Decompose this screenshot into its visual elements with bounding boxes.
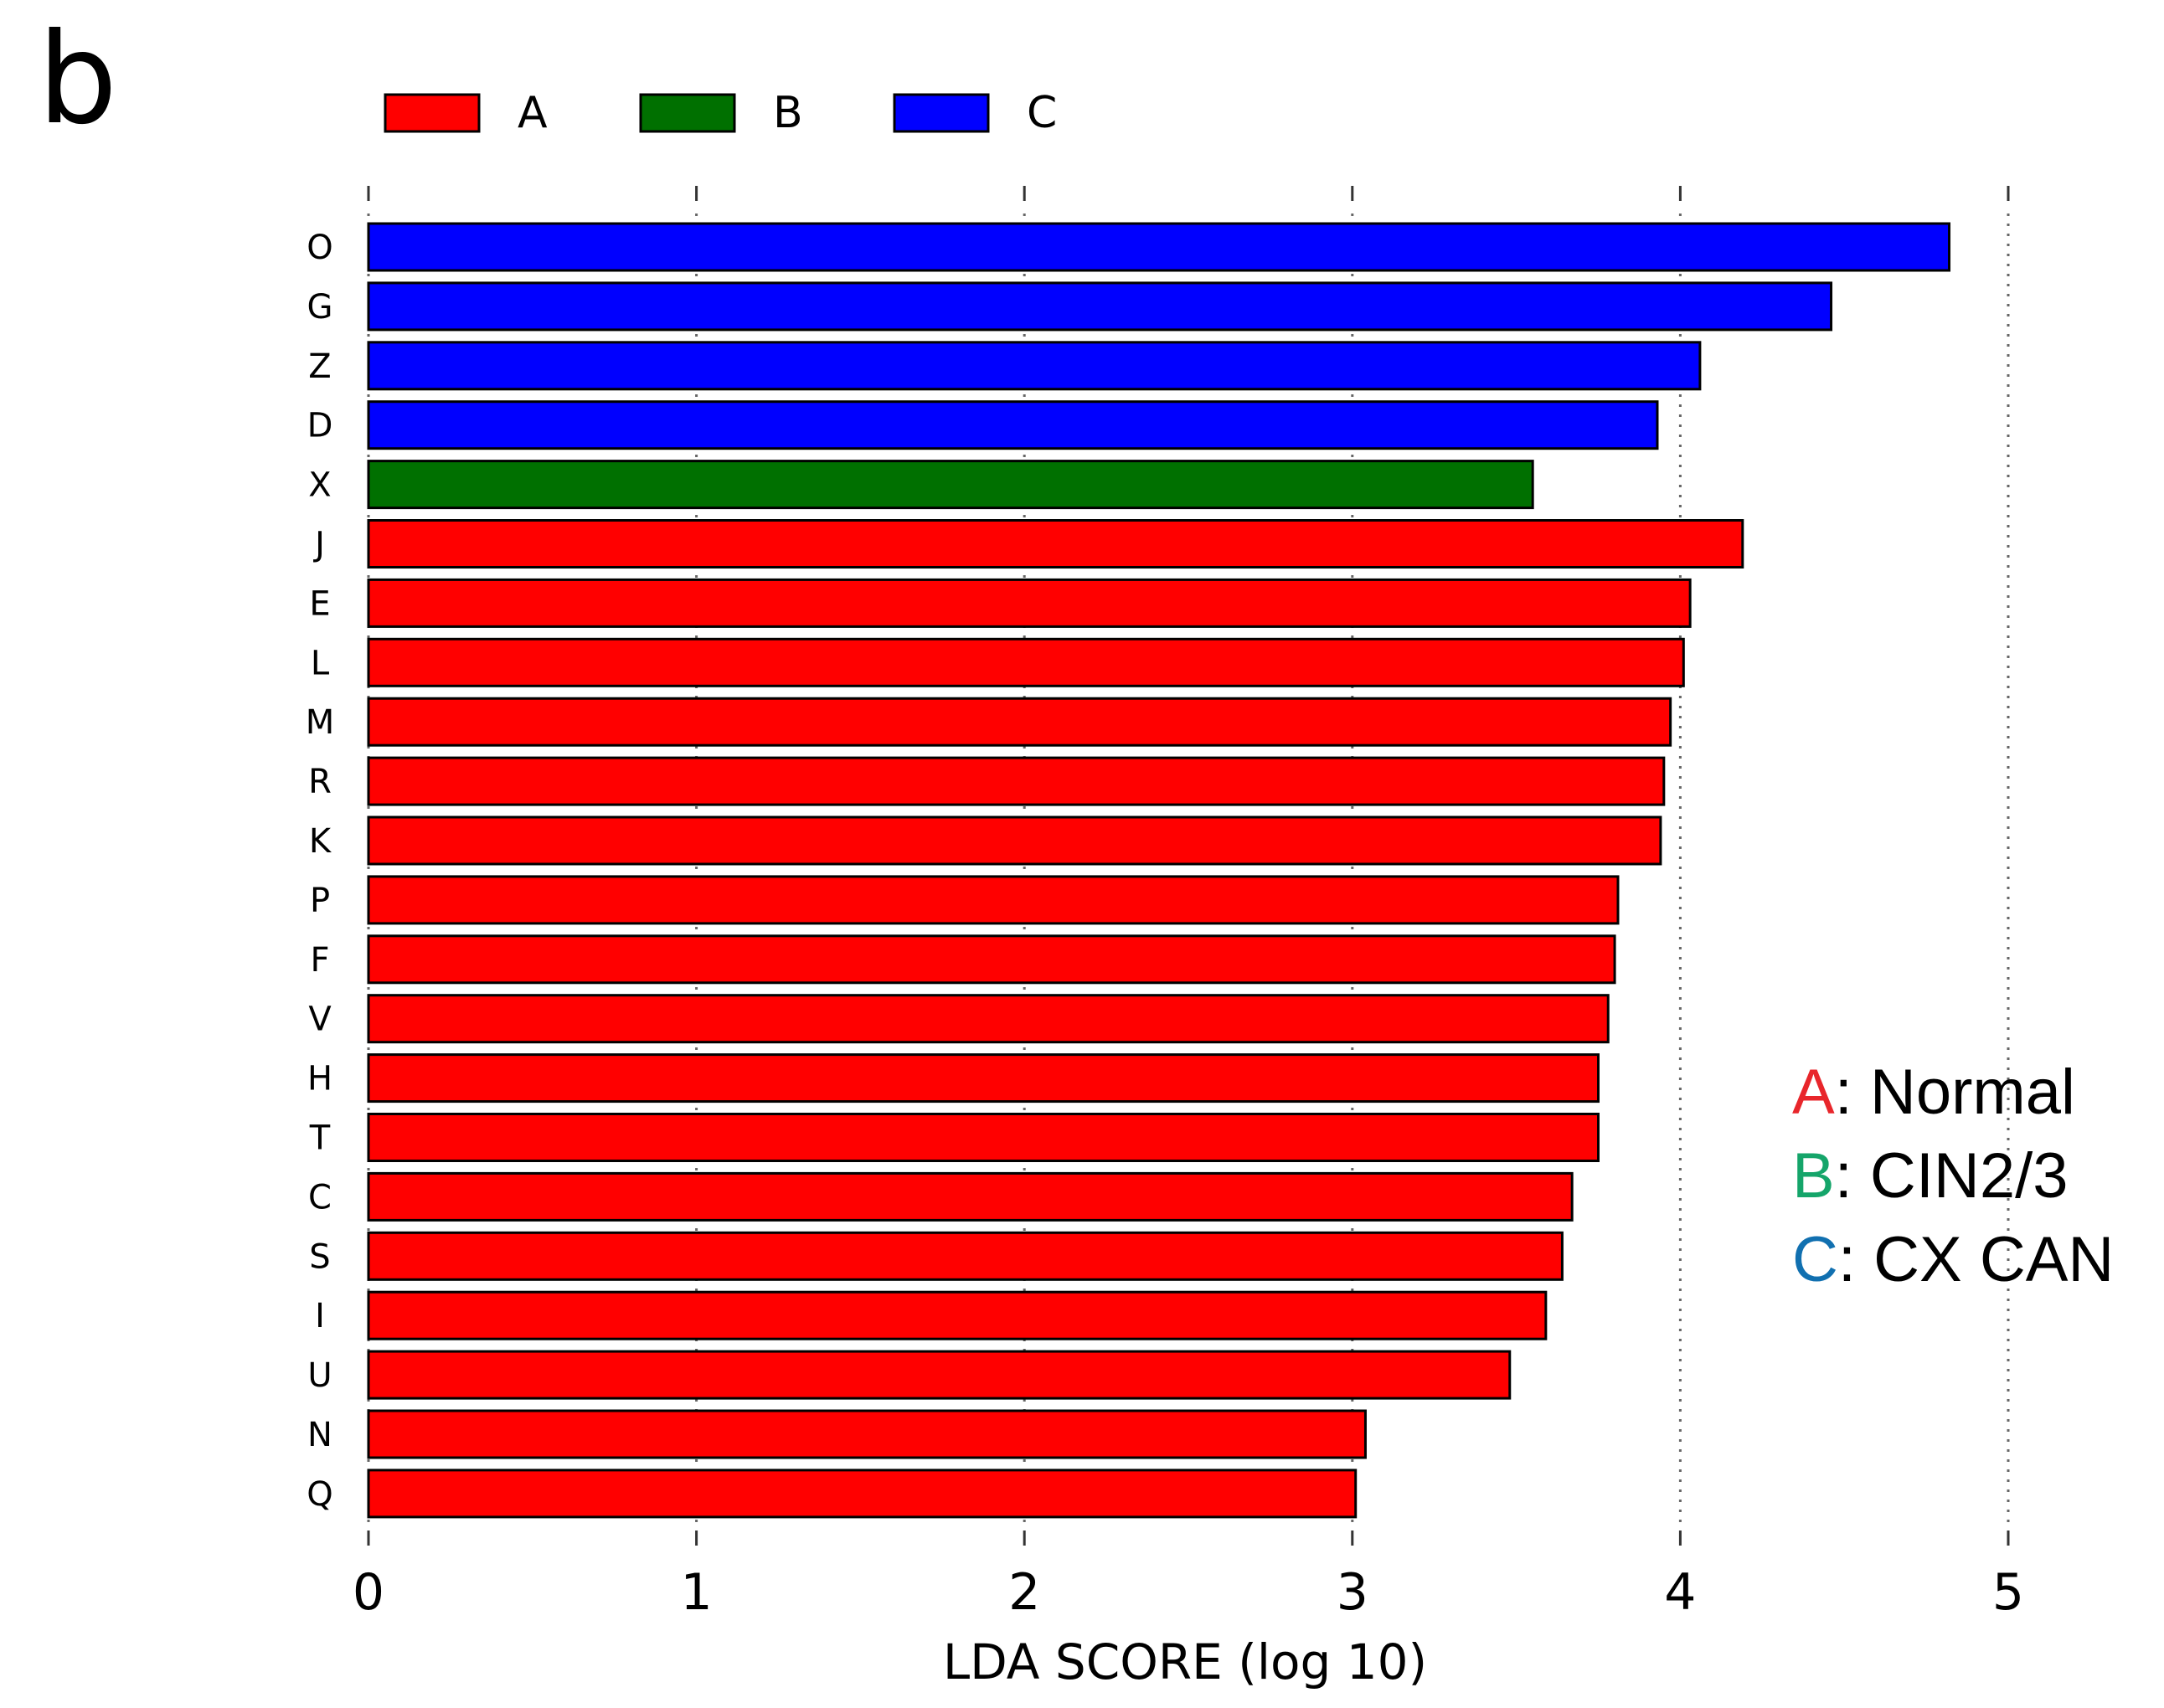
x-tick-label-5: 5: [1992, 1563, 2024, 1622]
annotation-key-b: B: [1792, 1140, 1835, 1212]
bar-Z: [367, 341, 1702, 391]
bar-R: [367, 756, 1666, 806]
bar-I: [367, 1290, 1548, 1340]
category-label-D: D: [307, 407, 333, 445]
bar-L: [367, 637, 1685, 687]
bar-N: [367, 1409, 1367, 1459]
category-label-J: J: [312, 526, 325, 564]
annotation-text-a: : Normal: [1834, 1057, 2075, 1128]
annotation-text-b: : CIN2/3: [1834, 1140, 2069, 1212]
category-label-X: X: [308, 466, 331, 505]
category-label-O: O: [307, 229, 332, 267]
bar-S: [367, 1231, 1564, 1281]
category-label-K: K: [309, 822, 332, 861]
bar-X: [367, 460, 1534, 510]
bar-O: [367, 222, 1951, 272]
group-annotation: A: Normal B: CIN2/3 C: CX CAN: [1792, 1051, 2114, 1302]
legend-swatch-B: [639, 93, 736, 133]
category-label-M: M: [306, 703, 335, 742]
bar-V: [367, 994, 1610, 1044]
legend: A B C: [384, 88, 1057, 138]
category-label-R: R: [308, 763, 332, 801]
category-label-I: I: [315, 1297, 325, 1335]
annotation-key-a: A: [1792, 1057, 1835, 1128]
category-label-L: L: [311, 644, 330, 682]
panel-label: b: [38, 7, 118, 152]
annotation-row-a: A: Normal: [1792, 1051, 2114, 1134]
annotation-text-c: : CX CAN: [1837, 1224, 2115, 1295]
annotation-row-b: B: CIN2/3: [1792, 1134, 2114, 1218]
bar-F: [367, 934, 1616, 985]
category-label-T: T: [309, 1119, 331, 1158]
bar-T: [367, 1113, 1600, 1162]
x-tick-label-1: 1: [681, 1563, 713, 1622]
legend-label-C: C: [1027, 88, 1057, 138]
bar-G: [367, 281, 1833, 332]
bar-C: [367, 1171, 1574, 1222]
legend-swatch-C: [893, 93, 990, 133]
category-label-S: S: [309, 1237, 330, 1276]
bar-D: [367, 400, 1659, 450]
category-label-Q: Q: [307, 1475, 332, 1514]
x-tick-label-4: 4: [1664, 1563, 1696, 1622]
bar-K: [367, 815, 1662, 866]
category-label-G: G: [307, 288, 333, 327]
legend-label-A: A: [518, 88, 548, 138]
bar-M: [367, 697, 1672, 747]
bar-Q: [367, 1469, 1358, 1519]
x-tick-label-3: 3: [1337, 1563, 1368, 1622]
bar-J: [367, 519, 1744, 568]
category-label-C: C: [308, 1178, 332, 1217]
legend-label-B: B: [773, 88, 803, 138]
category-label-V: V: [308, 1001, 332, 1039]
legend-swatch-A: [384, 93, 481, 133]
category-label-E: E: [309, 584, 330, 623]
category-label-N: N: [307, 1416, 332, 1454]
category-label-Z: Z: [308, 347, 331, 386]
bar-U: [367, 1350, 1512, 1400]
category-label-F: F: [310, 941, 329, 980]
bar-H: [367, 1053, 1600, 1104]
category-label-P: P: [310, 882, 330, 920]
bar-P: [367, 875, 1620, 925]
annotation-row-c: C: CX CAN: [1792, 1218, 2114, 1302]
x-tick-label-2: 2: [1008, 1563, 1040, 1622]
annotation-key-c: C: [1792, 1224, 1838, 1295]
x-axis-label: LDA SCORE (log 10): [943, 1633, 1427, 1690]
bars: [367, 222, 1951, 1519]
x-tick-label-0: 0: [353, 1563, 384, 1622]
category-label-U: U: [307, 1356, 332, 1395]
bar-E: [367, 578, 1692, 628]
category-label-H: H: [307, 1060, 332, 1098]
grid-lines: [367, 214, 2010, 1522]
